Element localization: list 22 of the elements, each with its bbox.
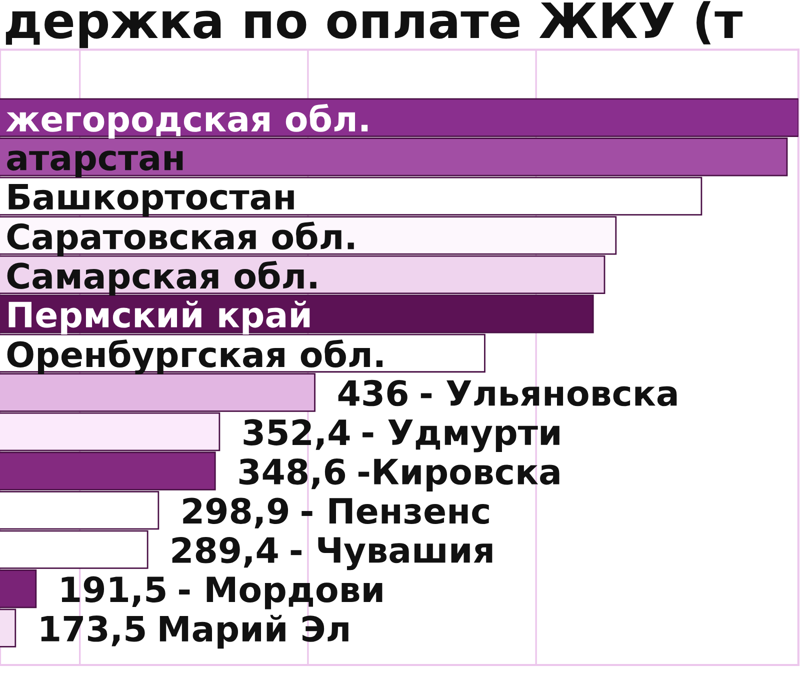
- y-tick-label: Пермский край: [8, 300, 310, 334]
- y-tick-label: жегородская обл.: [6, 104, 368, 139]
- y-tick-label: Марий Эл: [160, 614, 348, 649]
- y-tick-label: Саратовская обл.: [7, 222, 354, 256]
- data-label: 436: [338, 380, 408, 406]
- data-label: 352,4: [244, 419, 350, 450]
- y-tick-label: Самарская обл.: [7, 260, 316, 296]
- y-tick-label: - Пензенс: [302, 498, 489, 524]
- data-label: 348,6: [239, 458, 346, 490]
- y-tick-label: Оренбургская обл.: [7, 339, 383, 374]
- y-tick-label: -Кировска: [358, 458, 560, 492]
- data-label: 298,9: [183, 498, 288, 528]
- data-label: 289,4: [172, 536, 278, 568]
- data-label: 191,5: [62, 576, 166, 607]
- y-tick-label: - Удмурти: [362, 420, 560, 452]
- y-tick-label: - Чувашия: [290, 537, 492, 570]
- y-tick-label: - Ульяновска: [420, 380, 677, 406]
- y-tick-label: атарстан: [7, 150, 183, 178]
- y-tick-label: - Мордови: [179, 576, 382, 610]
- chart-title: держка по оплате ЖКУ (т: [6, 1, 742, 48]
- y-tick-label: Башкортостан: [8, 184, 294, 217]
- data-label: 173,5: [41, 616, 145, 646]
